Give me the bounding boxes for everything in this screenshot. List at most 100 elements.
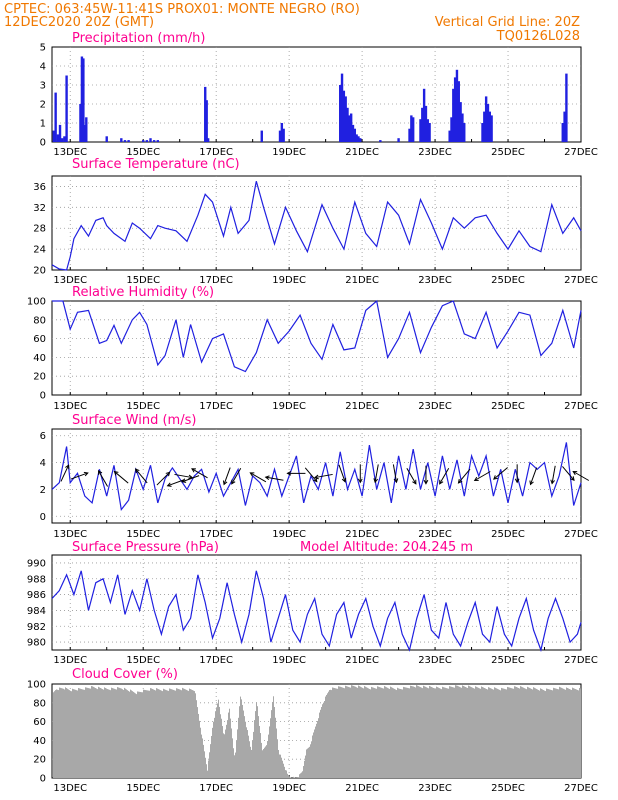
cloud-column [316, 723, 317, 778]
cloud-column [53, 692, 54, 778]
cloud-column [547, 688, 548, 778]
cloud-column [396, 690, 397, 778]
cloud-column [345, 685, 346, 778]
cloud-column [528, 687, 529, 778]
cloud-column [227, 720, 228, 778]
cloud-column [330, 689, 331, 778]
precip-bar [58, 124, 62, 142]
cloud-column [116, 689, 117, 778]
cloud-column [80, 688, 81, 778]
cloud-column [511, 688, 512, 778]
y-tick-label: 980 [27, 638, 46, 649]
cloud-column [281, 757, 282, 778]
cloud-column [423, 685, 424, 778]
cloud-column [84, 689, 85, 778]
cloud-column [449, 686, 450, 778]
precip-bar [457, 81, 460, 142]
panels-group: 0 1 2 3 4 5 13DEC 15DEC 17DEC 19DEC 21DEC 23DEC 25DE… [27, 31, 598, 794]
cloud-column [166, 690, 167, 778]
cloud-column [501, 687, 502, 778]
cloud-column [126, 689, 127, 778]
cloud-column [544, 690, 545, 778]
cloud-column [147, 690, 148, 778]
cloud-column [320, 709, 321, 778]
cloud-column [357, 687, 358, 778]
cloud-column [176, 688, 177, 778]
panel-cloud: 0 20 40 60 80 100 13DEC 15DEC 17DEC 19DEC 21DEC 23D… [27, 667, 598, 794]
cloud-column [381, 687, 382, 778]
x-tick-label: 13DEC [53, 783, 87, 794]
precip-bar [142, 140, 145, 142]
cloud-column [411, 686, 412, 778]
wind-arrow-head [423, 479, 429, 485]
cloud-column [229, 708, 230, 778]
y-tick-label: 36 [33, 182, 46, 193]
cloud-column [208, 760, 209, 778]
cloud-column [495, 687, 496, 778]
cloud-column [175, 690, 176, 778]
cloud-column [68, 689, 69, 778]
cloud-column [455, 685, 456, 778]
cloud-column [527, 686, 528, 778]
panel-title: Relative Humidity (%) [72, 285, 214, 300]
cloud-column [370, 689, 371, 778]
cloud-column [359, 686, 360, 778]
cloud-column [525, 688, 526, 778]
cloud-column [457, 685, 458, 778]
cloud-column [285, 770, 286, 778]
cloud-column [153, 689, 154, 778]
cloud-column [443, 687, 444, 778]
cloud-column [331, 690, 332, 778]
cloud-column [550, 689, 551, 778]
cloud-column [222, 726, 223, 778]
cloud-column [439, 688, 440, 778]
cloud-column [146, 690, 147, 778]
cloud-column [490, 688, 491, 778]
cloud-column [195, 693, 196, 778]
plot-frame [51, 554, 582, 651]
precip-bar [561, 123, 564, 142]
precip-bar [120, 138, 123, 142]
cloud-column [228, 712, 229, 778]
cloud-column [513, 688, 514, 778]
cloud-column [530, 688, 531, 778]
cloud-column [124, 687, 125, 778]
cloud-column [373, 687, 374, 778]
cloud-column [155, 690, 156, 778]
cloud-column [184, 688, 185, 778]
wind-arrow-shaft [572, 471, 590, 481]
x-tick-label: 23DEC [418, 529, 452, 540]
cloud-column [509, 687, 510, 778]
y-tick-label: 982 [27, 622, 46, 633]
cloud-column [492, 689, 493, 778]
cloud-column [341, 687, 342, 778]
x-tick-label: 17DEC [199, 783, 233, 794]
cloud-column [388, 688, 389, 778]
cloud-column [169, 688, 170, 778]
cloud-column [118, 687, 119, 778]
precip-bar [397, 138, 400, 142]
cloud-column [533, 687, 534, 778]
cloud-column [566, 687, 567, 778]
cloud-column [185, 689, 186, 778]
cloud-column [293, 776, 294, 778]
cloud-column [413, 686, 414, 778]
y-tick-label: 0 [40, 391, 46, 402]
panel-pressure: 980 982 984 986 988 990 13DEC 15DEC 17DEC 19DEC 21… [27, 540, 598, 666]
cloud-column [226, 724, 227, 778]
cloud-column [114, 688, 115, 778]
cloud-column [348, 686, 349, 778]
cloud-column [201, 734, 202, 778]
x-tick-label: 17DEC [199, 401, 233, 412]
cloud-column [181, 690, 182, 778]
cloud-column [198, 713, 199, 778]
x-tick-label: 15DEC [126, 783, 160, 794]
cloud-column [420, 687, 421, 778]
y-tick-label: 80 [33, 698, 46, 709]
cloud-column [136, 694, 137, 778]
cloud-column [171, 689, 172, 778]
cloud-column [261, 742, 262, 778]
cloud-column [125, 688, 126, 778]
precip-bar [357, 136, 360, 142]
y-tick-label: 3 [40, 81, 46, 92]
